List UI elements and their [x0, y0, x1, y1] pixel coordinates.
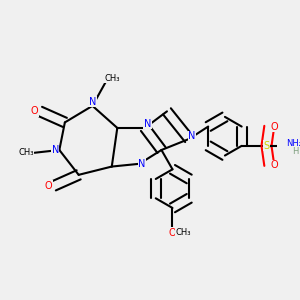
Text: N: N: [144, 119, 151, 129]
Text: O: O: [271, 122, 279, 131]
Text: O: O: [44, 181, 52, 191]
Text: S: S: [263, 141, 270, 151]
Text: N: N: [52, 145, 59, 155]
Text: CH₃: CH₃: [104, 74, 119, 83]
Text: CH₃: CH₃: [19, 148, 34, 157]
Text: N: N: [89, 97, 96, 107]
Text: CH₃: CH₃: [176, 228, 191, 237]
Text: O: O: [31, 106, 38, 116]
Text: H: H: [292, 147, 299, 156]
Text: O: O: [271, 160, 279, 170]
Text: N: N: [138, 159, 146, 169]
Text: NH₂: NH₂: [286, 139, 300, 148]
Text: N: N: [188, 131, 196, 141]
Text: O: O: [169, 228, 176, 238]
